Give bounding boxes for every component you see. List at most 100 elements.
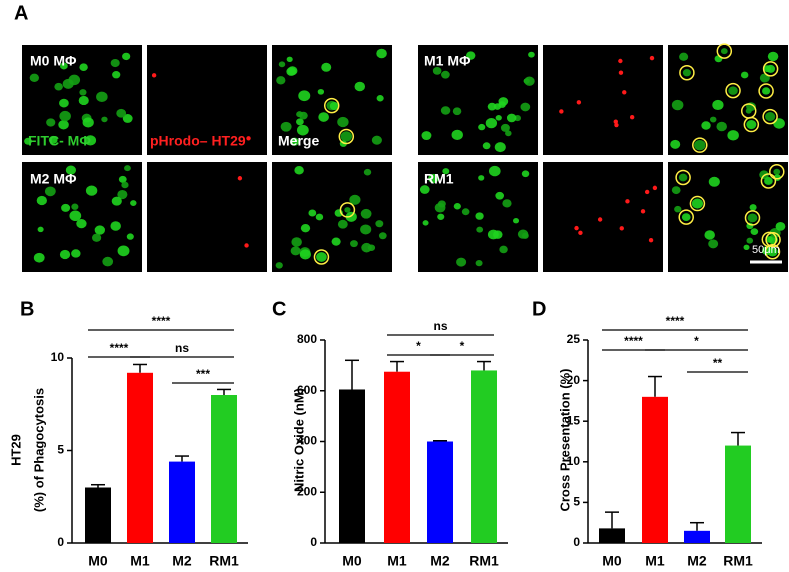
- cell: [452, 107, 462, 116]
- cell: [521, 232, 529, 239]
- phagocytosis-ring: [740, 103, 757, 119]
- red-dot: [244, 243, 249, 248]
- y-tick-label: 0: [57, 535, 64, 549]
- cell: [78, 95, 89, 106]
- cell: [37, 226, 44, 233]
- cell: [294, 166, 304, 175]
- cell: [371, 135, 382, 145]
- red-dot: [597, 217, 603, 222]
- bar: [85, 487, 111, 543]
- cell: [767, 247, 778, 257]
- cell: [765, 236, 773, 243]
- phagocytosis-ring: [760, 173, 777, 189]
- red-dot: [622, 90, 627, 95]
- cell: [44, 186, 56, 197]
- bar: [684, 530, 710, 543]
- red-dot: [648, 237, 654, 243]
- significance-label: ****: [624, 334, 643, 348]
- cell: [354, 81, 366, 92]
- cell: [746, 119, 757, 130]
- cell: [378, 232, 387, 240]
- cell: [318, 112, 329, 122]
- bar: [427, 441, 453, 543]
- x-tick-label: M2: [172, 553, 192, 569]
- cell: [671, 99, 684, 111]
- cell: [79, 89, 87, 96]
- cell: [296, 124, 309, 136]
- y-tick-label: 600: [297, 383, 317, 397]
- cell: [679, 52, 689, 61]
- cell: [437, 213, 445, 220]
- x-tick-label: RM1: [209, 553, 239, 569]
- phagocytosis-ring: [692, 137, 708, 153]
- cell: [118, 175, 127, 183]
- x-tick-label: M2: [687, 553, 707, 569]
- micrograph: [272, 162, 392, 272]
- micrograph: [543, 45, 663, 155]
- cell: [376, 95, 384, 102]
- cell: [421, 131, 432, 141]
- red-dot: [614, 122, 619, 128]
- y-axis-label: (%) of Phagocytosis: [31, 388, 46, 512]
- y-tick-label: 800: [297, 332, 317, 346]
- cell: [59, 249, 71, 260]
- phagocytosis-ring: [679, 64, 695, 81]
- cell: [521, 170, 530, 178]
- cell: [298, 90, 311, 102]
- cell: [286, 67, 297, 76]
- red-dot: [559, 109, 564, 114]
- red-dot: [629, 115, 635, 120]
- cell: [94, 225, 106, 235]
- cell: [767, 51, 779, 62]
- cell: [337, 219, 348, 229]
- phagocytosis-ring: [338, 128, 355, 145]
- cell: [488, 165, 501, 177]
- cell: [345, 211, 357, 222]
- cell: [528, 51, 535, 58]
- image-label: Merge: [278, 133, 319, 149]
- cell: [773, 168, 781, 175]
- cell: [82, 117, 94, 128]
- phagocytosis-ring: [761, 231, 778, 248]
- cell: [71, 249, 81, 258]
- cell: [678, 173, 688, 182]
- y-tick-label: 10: [51, 350, 65, 364]
- cell: [505, 130, 512, 137]
- cell: [349, 194, 361, 205]
- image-label: FITC- MΦ: [28, 133, 91, 149]
- phagocytosis-ring: [716, 43, 733, 59]
- cell: [289, 137, 299, 146]
- cell: [117, 189, 128, 200]
- cell: [69, 210, 82, 222]
- phagocytosis-ring: [758, 83, 774, 99]
- cell: [451, 129, 463, 141]
- cell: [485, 118, 498, 129]
- x-tick-label: M0: [342, 553, 362, 569]
- image-label: RM1: [424, 171, 454, 187]
- cell: [494, 142, 506, 153]
- cell: [720, 48, 728, 55]
- cell: [76, 218, 87, 229]
- phagocytosis-ring: [725, 82, 741, 99]
- cell: [495, 114, 502, 121]
- y-tick-label: 200: [297, 484, 317, 498]
- cell: [376, 48, 387, 59]
- micrograph: [418, 45, 538, 155]
- y-tick-label: 0: [573, 535, 580, 549]
- image-label: M2 MΦ: [30, 171, 77, 187]
- phagocytosis-ring: [764, 244, 781, 260]
- cell: [291, 237, 302, 247]
- cell: [728, 86, 738, 95]
- cell: [745, 108, 752, 114]
- cell: [124, 165, 131, 172]
- cell: [475, 260, 483, 267]
- cell: [708, 176, 720, 187]
- panel-label: B: [20, 298, 34, 320]
- red-dot: [619, 226, 624, 231]
- cell: [300, 223, 311, 233]
- significance-label: ns: [433, 319, 447, 333]
- cell: [29, 73, 40, 83]
- cell: [329, 101, 339, 111]
- image-label: M1 MΦ: [424, 53, 471, 69]
- cell: [46, 118, 56, 127]
